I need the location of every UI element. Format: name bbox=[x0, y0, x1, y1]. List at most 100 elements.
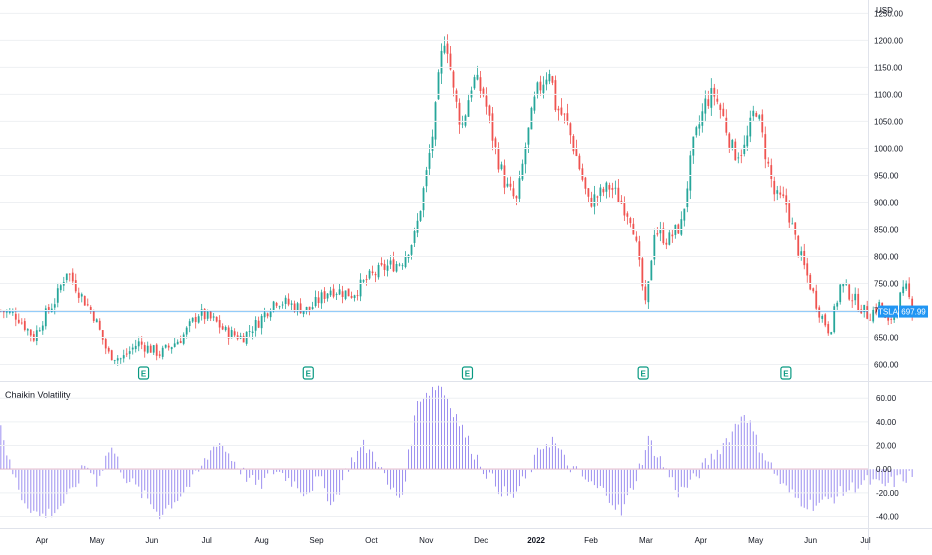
candle-body bbox=[806, 263, 809, 276]
candle-body bbox=[41, 325, 44, 331]
candle-body bbox=[683, 208, 686, 221]
candle-body bbox=[38, 330, 41, 332]
candle-body bbox=[509, 183, 512, 187]
time-axis-label: Apr bbox=[695, 536, 708, 545]
candle-body bbox=[290, 303, 293, 305]
candle-body bbox=[692, 136, 695, 156]
candle-body bbox=[572, 136, 575, 152]
candle-body bbox=[617, 187, 620, 203]
candle-body bbox=[125, 353, 128, 355]
candle-body bbox=[905, 283, 908, 289]
candle-body bbox=[161, 347, 164, 357]
candle-body bbox=[179, 341, 182, 344]
candle-body bbox=[899, 292, 902, 309]
candle-body bbox=[698, 124, 701, 129]
candle-body bbox=[728, 133, 731, 148]
candle-body bbox=[383, 263, 386, 270]
candle-body bbox=[317, 297, 320, 304]
candle-body bbox=[17, 319, 20, 323]
candle-body bbox=[308, 306, 311, 310]
candle-body bbox=[569, 123, 572, 136]
earnings-badge[interactable]: E bbox=[302, 366, 314, 380]
candle-body bbox=[422, 188, 425, 211]
candle-body bbox=[527, 127, 530, 145]
price-tick-label: 1150.00 bbox=[874, 63, 903, 72]
candle-body bbox=[785, 195, 788, 205]
candle-body bbox=[827, 324, 830, 334]
candle-body bbox=[836, 302, 839, 307]
candle-body bbox=[482, 88, 485, 96]
candle-body bbox=[596, 196, 599, 198]
candle-body bbox=[266, 313, 269, 317]
candle-body bbox=[830, 332, 833, 335]
candle-body bbox=[641, 258, 644, 287]
candle-body bbox=[158, 354, 161, 356]
candle-body bbox=[134, 345, 137, 350]
candle-body bbox=[689, 155, 692, 191]
candle-body bbox=[563, 113, 566, 115]
candle-body bbox=[665, 242, 668, 245]
candle-body bbox=[344, 290, 347, 299]
candle-body bbox=[284, 297, 287, 304]
volatility-tick-label: 40.00 bbox=[876, 418, 897, 427]
candle-body bbox=[539, 81, 542, 91]
candle-body bbox=[146, 345, 149, 353]
volatility-axis-ticks: 60.00 40.00 20.00 0.00 -20.00 -40.00 bbox=[0, 394, 899, 522]
candle-body bbox=[803, 250, 806, 266]
earnings-badge-label: E bbox=[783, 370, 789, 379]
candle-body bbox=[14, 313, 17, 320]
candle-body bbox=[107, 347, 110, 352]
candle-body bbox=[347, 288, 350, 297]
volatility-indicator-label[interactable]: Chaikin Volatility bbox=[5, 390, 71, 400]
volatility-tick-label: 20.00 bbox=[876, 442, 897, 451]
candle-body bbox=[395, 263, 398, 272]
time-axis-labels: Apr May Jun Jul Aug Sep Oct Nov Dec 2022 Feb Mar Apr… bbox=[36, 536, 871, 545]
candle-body bbox=[536, 82, 539, 96]
price-tick-label: 900.00 bbox=[874, 198, 899, 207]
candle-body bbox=[320, 292, 323, 304]
candle-body bbox=[416, 220, 419, 233]
candle-body bbox=[506, 183, 509, 187]
earnings-badge[interactable]: E bbox=[780, 366, 792, 380]
candle-body bbox=[122, 355, 125, 359]
candle-body bbox=[485, 95, 488, 107]
candle-body bbox=[437, 72, 440, 100]
candle-body bbox=[518, 178, 521, 199]
candle-body bbox=[251, 331, 254, 333]
earnings-badge[interactable]: E bbox=[461, 366, 474, 380]
candle-body bbox=[47, 307, 50, 311]
candle-body bbox=[263, 312, 266, 318]
candle-body bbox=[497, 147, 500, 170]
candle-body bbox=[182, 334, 185, 344]
candle-body bbox=[503, 165, 506, 188]
candle-body bbox=[464, 115, 467, 126]
candle-body bbox=[329, 290, 332, 296]
candle-body bbox=[635, 236, 638, 241]
time-axis-label: Oct bbox=[365, 536, 378, 545]
candle-body bbox=[23, 321, 26, 330]
candle-body bbox=[281, 304, 284, 306]
candle-body bbox=[872, 309, 875, 322]
candle-body bbox=[8, 311, 11, 313]
candle-body bbox=[404, 256, 407, 268]
candle-body bbox=[455, 90, 458, 102]
candle-body bbox=[749, 117, 752, 137]
earnings-badge-label: E bbox=[640, 370, 646, 379]
time-axis-label: Aug bbox=[254, 536, 268, 545]
candle-body bbox=[113, 360, 116, 361]
candle-body bbox=[722, 108, 725, 116]
candle-body bbox=[869, 319, 872, 321]
candle-body bbox=[74, 280, 77, 292]
candle-body bbox=[476, 74, 479, 80]
candle-body bbox=[710, 88, 713, 108]
candle-body bbox=[521, 163, 524, 180]
candle-body bbox=[104, 339, 107, 349]
candle-body bbox=[815, 290, 818, 309]
earnings-badge[interactable]: E bbox=[137, 366, 150, 380]
time-axis-label: May bbox=[748, 536, 763, 545]
candle-body bbox=[851, 300, 854, 302]
earnings-badge[interactable]: E bbox=[637, 366, 649, 380]
candle-body bbox=[668, 232, 671, 245]
